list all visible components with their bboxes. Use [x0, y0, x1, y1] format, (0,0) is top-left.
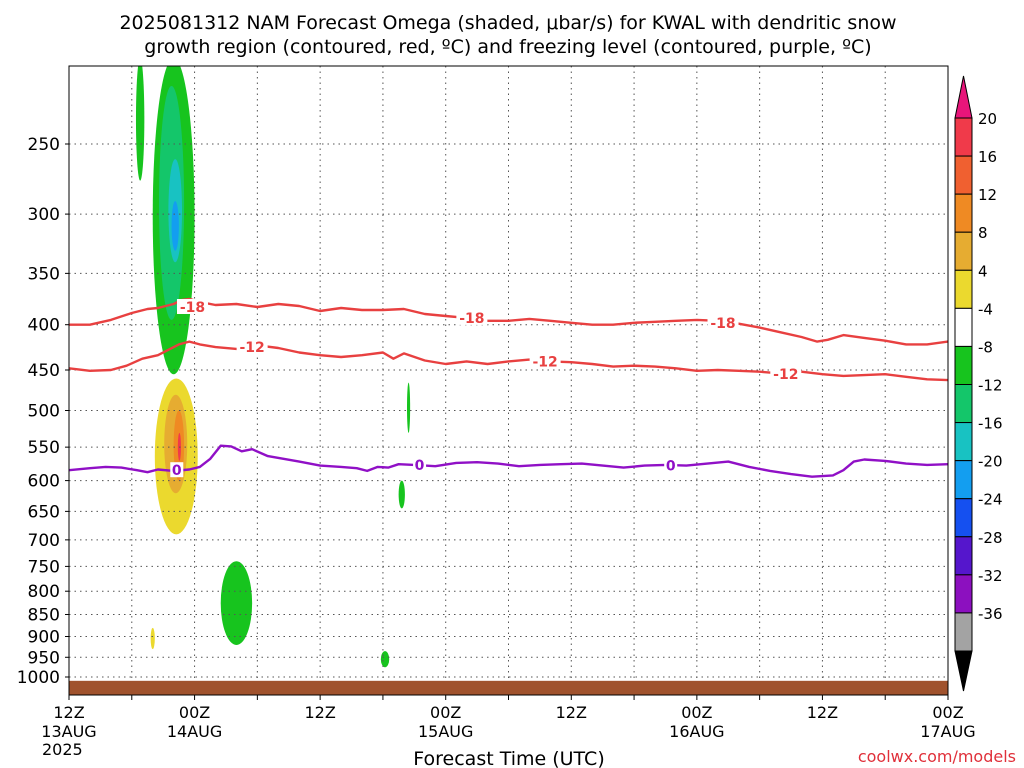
- y-axis: 2503003504004505005506006507007508008509…: [17, 135, 69, 688]
- terrain-band: [69, 680, 948, 695]
- colorbar-bin: [954, 612, 973, 652]
- y-tick-label: 550: [28, 438, 60, 458]
- colorbar-bin: [954, 536, 973, 576]
- colorbar-bin: [954, 574, 973, 614]
- colorbar: 20 16 12 8 4 -4 -8 -12 -16 -20 -24 -28 -32 -36: [954, 75, 1003, 692]
- contour-label: -18: [710, 316, 735, 332]
- contour-label: -12: [239, 340, 264, 356]
- colorbar-label: -28: [978, 529, 1003, 547]
- x-tick-label: 00Z: [179, 703, 210, 722]
- colorbar-label: -4: [978, 300, 993, 318]
- omega-feature-4: [171, 201, 179, 251]
- colorbar-label: -8: [978, 338, 993, 356]
- colorbar-label: -24: [978, 491, 1003, 509]
- colorbar-bin: [954, 117, 973, 157]
- omega-feature-9: [220, 561, 253, 645]
- y-tick-label: 950: [28, 648, 60, 668]
- x-tick-label: 00Z: [932, 703, 963, 722]
- x-tick-date: 15AUG: [418, 722, 473, 741]
- omega-feature-13: [150, 627, 155, 650]
- colorbar-bin: [954, 231, 973, 271]
- y-tick-label: 300: [28, 205, 60, 225]
- y-tick-label: 400: [28, 316, 60, 336]
- x-tick-date: 14AUG: [167, 722, 222, 741]
- y-tick-label: 850: [28, 606, 60, 626]
- omega-feature-11: [398, 480, 405, 509]
- x-tick-date: 16AUG: [669, 722, 724, 741]
- contour-label-bg: [664, 457, 678, 473]
- contour-label: 0: [415, 458, 425, 474]
- x-axis-label: Forecast Time (UTC): [413, 748, 604, 768]
- omega-feature-12: [380, 651, 390, 668]
- omega-feature-0: [135, 66, 145, 181]
- y-tick-label: 650: [28, 502, 60, 522]
- contour-label: 0: [172, 463, 182, 479]
- chart-title-line1: 2025081312 NAM Forecast Omega (shaded, μ…: [119, 12, 896, 34]
- y-tick-label: 250: [28, 135, 60, 155]
- colorbar-bottom-arrow: [954, 650, 973, 692]
- colorbar-label: 8: [978, 224, 988, 242]
- colorbar-top-arrow: [954, 75, 973, 119]
- contour-label-bg: [236, 339, 268, 355]
- contour-label-bg: [413, 456, 427, 472]
- colorbar-bin: [954, 422, 973, 462]
- colorbar-bin: [954, 193, 973, 233]
- colorbar-label: -16: [978, 415, 1003, 433]
- terrain-fill: [69, 680, 948, 695]
- y-tick-label: 500: [28, 402, 60, 422]
- temperature-contours: -18 -18 -18 -12 -12 -12 0 0 0: [69, 297, 948, 479]
- x-tick-label: 12Z: [53, 703, 84, 722]
- contour-label: -12: [773, 367, 798, 383]
- colorbar-bin: [954, 384, 973, 424]
- colorbar-label: -32: [978, 567, 1003, 585]
- y-tick-label: 750: [28, 557, 60, 577]
- grid-lines: [69, 66, 948, 695]
- colorbar-label: 16: [978, 148, 997, 166]
- y-tick-label: 1000: [17, 668, 60, 688]
- colorbar-bin: [954, 460, 973, 500]
- colorbar-bin: [954, 269, 973, 309]
- contour-label: -12: [532, 354, 557, 370]
- y-tick-label: 900: [28, 627, 60, 647]
- colorbar-label: -12: [978, 377, 1003, 395]
- colorbar-label: 4: [978, 262, 988, 280]
- chart-title-line2: growth region (contoured, red, ºC) and f…: [144, 36, 871, 58]
- contour-label-bg: [170, 462, 184, 478]
- x-tick-label: 12Z: [556, 703, 587, 722]
- colorbar-label: 12: [978, 186, 997, 204]
- colorbar-bin: [954, 498, 973, 538]
- y-tick-label: 600: [28, 472, 60, 492]
- colorbar-label: -20: [978, 453, 1003, 471]
- colorbar-label: -36: [978, 605, 1003, 623]
- y-tick-label: 700: [28, 531, 60, 551]
- contour-label-bg: [529, 353, 561, 369]
- site-credit: coolwx.com/models: [858, 747, 1016, 766]
- contour-label: -18: [180, 300, 205, 316]
- x-tick-label: 12Z: [304, 703, 335, 722]
- contour-label-bg: [456, 309, 488, 325]
- x-tick-date: 13AUG: [41, 722, 96, 741]
- contour-label-bg: [707, 314, 739, 330]
- colorbar-bin: [954, 155, 973, 195]
- y-tick-label: 800: [28, 582, 60, 602]
- contour-label-bg: [176, 299, 208, 315]
- x-tick-label: 12Z: [807, 703, 838, 722]
- omega-shading: [135, 66, 411, 668]
- colorbar-label: 20: [978, 110, 997, 128]
- colorbar-bin: [954, 307, 973, 347]
- y-tick-label: 350: [28, 264, 60, 284]
- x-tick-label: 00Z: [430, 703, 461, 722]
- contour-label-bg: [770, 366, 802, 382]
- x-tick-date: 17AUG: [920, 722, 975, 741]
- y-tick-label: 450: [28, 361, 60, 381]
- x-tick-label: 00Z: [681, 703, 712, 722]
- contour-label: -18: [459, 311, 484, 327]
- contour-line-0: [69, 444, 948, 478]
- omega-feature-10: [406, 382, 411, 433]
- colorbar-bin: [954, 345, 973, 385]
- x-tick-year: 2025: [42, 740, 83, 759]
- contour-label: 0: [666, 459, 676, 475]
